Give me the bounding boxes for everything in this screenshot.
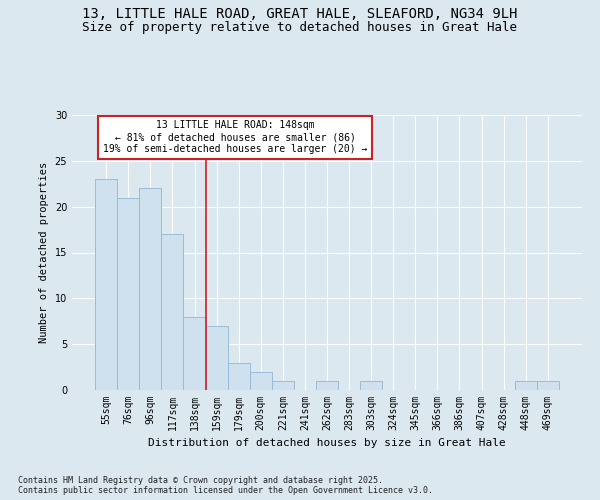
Bar [161,234,184,390]
Bar [139,188,161,390]
Y-axis label: Number of detached properties: Number of detached properties [39,162,49,343]
Bar [206,326,227,390]
Bar [537,381,559,390]
X-axis label: Distribution of detached houses by size in Great Hale: Distribution of detached houses by size … [148,438,506,448]
Bar [250,372,272,390]
Text: 13 LITTLE HALE ROAD: 148sqm
← 81% of detached houses are smaller (86)
19% of sem: 13 LITTLE HALE ROAD: 148sqm ← 81% of det… [103,120,367,154]
Text: Size of property relative to detached houses in Great Hale: Size of property relative to detached ho… [83,21,517,34]
Text: Contains HM Land Registry data © Crown copyright and database right 2025.
Contai: Contains HM Land Registry data © Crown c… [18,476,433,495]
Bar [272,381,294,390]
Bar [227,362,250,390]
Bar [184,316,206,390]
Text: 13, LITTLE HALE ROAD, GREAT HALE, SLEAFORD, NG34 9LH: 13, LITTLE HALE ROAD, GREAT HALE, SLEAFO… [82,8,518,22]
Bar [515,381,537,390]
Bar [95,179,117,390]
Bar [117,198,139,390]
Bar [316,381,338,390]
Bar [360,381,382,390]
